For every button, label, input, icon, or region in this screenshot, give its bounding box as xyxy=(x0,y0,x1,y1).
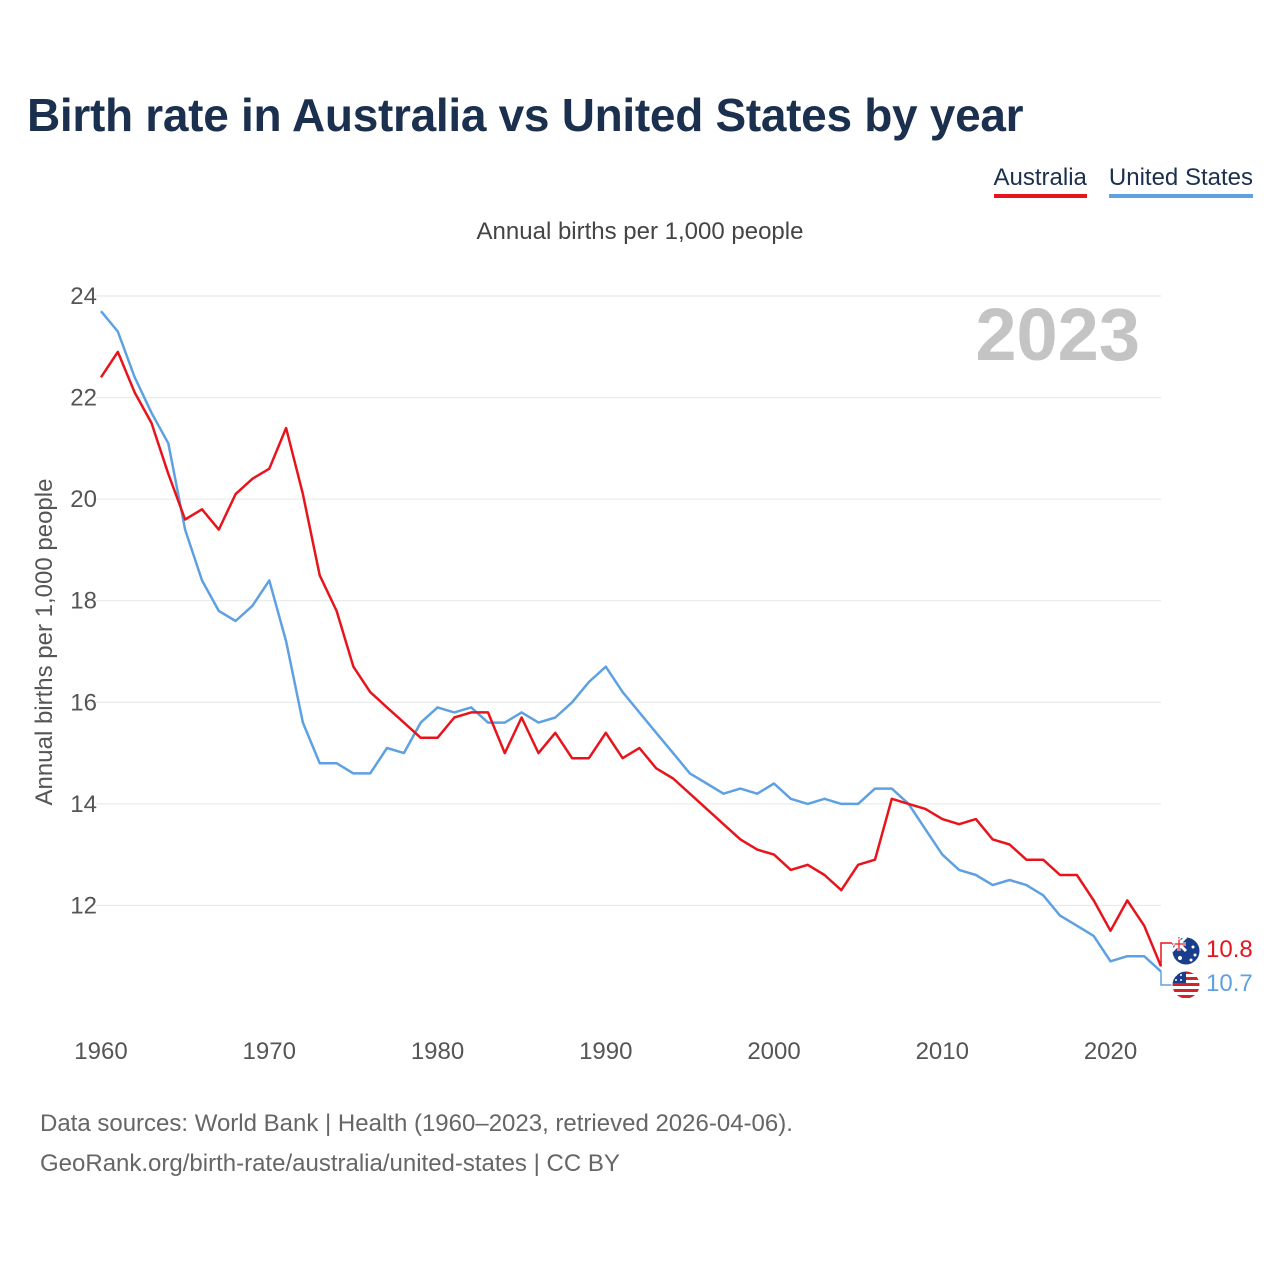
x-tick-label: 1960 xyxy=(74,1038,127,1065)
y-tick-label: 24 xyxy=(70,283,97,310)
y-axis-ticks: 12 14 16 18 20 22 24 xyxy=(70,283,97,919)
data-source-note: Data sources: World Bank | Health (1960–… xyxy=(40,1110,793,1137)
y-tick-label: 14 xyxy=(70,791,97,818)
y-tick-label: 18 xyxy=(70,588,97,615)
x-axis-ticks: 1960 1970 1980 1990 2000 2010 2020 xyxy=(74,1038,1137,1065)
x-tick-label: 2010 xyxy=(916,1038,969,1065)
y-tick-label: 22 xyxy=(70,385,97,412)
united-states-line xyxy=(100,310,1162,973)
year-watermark: 2023 xyxy=(975,293,1140,376)
legend: Australia United States xyxy=(993,164,1253,198)
united-states-end-connector xyxy=(1160,971,1172,986)
x-tick-label: 2020 xyxy=(1084,1038,1137,1065)
series-lines xyxy=(99,310,1163,973)
x-tick-label: 1970 xyxy=(243,1038,296,1065)
legend-item-australia[interactable]: Australia xyxy=(993,164,1087,198)
chart-subtitle: Annual births per 1,000 people xyxy=(476,218,804,245)
y-axis-label: Annual births per 1,000 people xyxy=(31,479,58,806)
footer: Data sources: World Bank | Health (1960–… xyxy=(40,1104,793,1184)
y-tick-label: 16 xyxy=(70,689,97,716)
united-states-flag-icon xyxy=(1171,970,1201,1000)
chart-title: Birth rate in Australia vs United States… xyxy=(27,89,1024,141)
x-tick-label: 1990 xyxy=(579,1038,632,1065)
australia-end-value: 10.8 xyxy=(1206,936,1253,963)
united-states-end-value: 10.7 xyxy=(1206,970,1253,997)
gridlines xyxy=(96,295,1161,906)
y-tick-label: 20 xyxy=(70,486,97,513)
legend-item-united-states[interactable]: United States xyxy=(1108,164,1253,198)
x-tick-label: 2000 xyxy=(747,1038,800,1065)
x-tick-label: 1980 xyxy=(411,1038,464,1065)
australia-line xyxy=(99,350,1163,967)
australia-flag-icon xyxy=(1170,935,1201,966)
australia-end-connector xyxy=(1160,942,1172,967)
y-tick-label: 12 xyxy=(70,892,97,919)
source-link[interactable]: GeoRank.org/birth-rate/australia/united-… xyxy=(40,1150,620,1177)
